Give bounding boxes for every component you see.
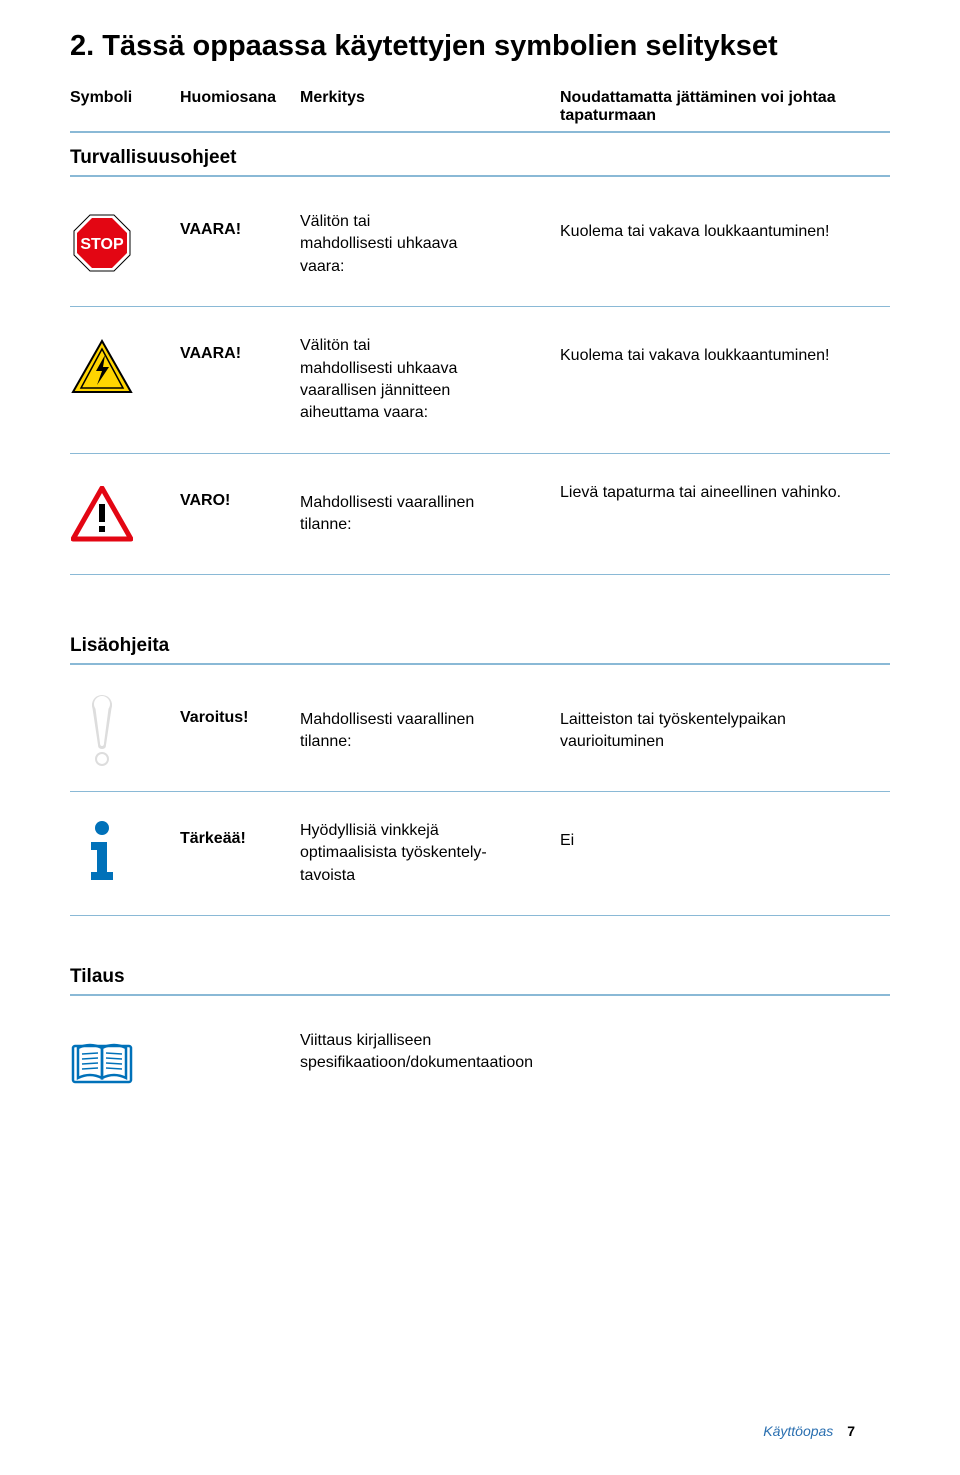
meaning-text: Välitön tai mahdollisesti uhkaava vaaral… [300, 335, 560, 425]
result-text: Kuolema tai vakava loukkaantuminen! [560, 335, 890, 367]
section-ref-title: Tilaus [70, 966, 890, 996]
table-row: Tärkeää! Hyödyllisiä vinkkejä optimaalis… [70, 792, 890, 916]
result-text: Laitteiston tai työskentelypaikan vaurio… [560, 699, 890, 754]
table-row: Viittaus kirjalliseen spesifikaatioon/do… [70, 1002, 890, 1122]
table-header: Symboli Huomiosana Merkitys Noudattamatt… [70, 89, 890, 133]
page-footer: Käyttöopas 7 [763, 1423, 855, 1439]
signal-word: VARO! [180, 482, 300, 510]
symbol-cell [70, 820, 180, 884]
header-result: Noudattamatta jättäminen voi johtaa tapa… [560, 89, 890, 125]
signal-word [180, 1030, 300, 1040]
book-icon [70, 1030, 134, 1094]
meaning-text: Mahdollisesti vaarallinen tilanne: [300, 482, 560, 537]
header-symbol: Symboli [70, 89, 180, 125]
result-text: Kuolema tai vakava loukkaantuminen! [560, 211, 890, 243]
table-row: Varoitus! Mahdollisesti vaarallinen tila… [70, 671, 890, 792]
signal-word: Tärkeää! [180, 820, 300, 848]
stop-sign-icon: STOP [70, 211, 134, 275]
symbol-cell [70, 482, 180, 546]
meaning-text: Välitön tai mahdollisesti uhkaava vaara: [300, 211, 560, 278]
symbol-cell [70, 1030, 180, 1094]
info-icon [70, 820, 134, 884]
page-title: 2. Tässä oppaassa käytettyjen symbolien … [70, 30, 890, 63]
result-text: Lievä tapaturma tai aineellinen vahinko. [560, 482, 890, 504]
meaning-text: Mahdollisesti vaarallinen tilanne: [300, 699, 560, 754]
result-text [560, 1030, 890, 1040]
signal-word: VAARA! [180, 335, 300, 363]
meaning-text: Hyödyllisiä vinkkejä optimaalisista työs… [300, 820, 560, 887]
signal-word: Varoitus! [180, 699, 300, 727]
header-meaning: Merkitys [300, 89, 560, 125]
result-text: Ei [560, 820, 890, 852]
svg-text:STOP: STOP [80, 236, 124, 253]
electrical-hazard-icon [70, 335, 134, 399]
signal-word: VAARA! [180, 211, 300, 239]
meaning-text: Viittaus kirjalliseen spesifikaatioon/do… [300, 1030, 560, 1075]
footer-label: Käyttöopas [763, 1423, 833, 1439]
warning-triangle-icon [70, 482, 134, 546]
table-row: STOP VAARA! Välitön tai mahdollisesti uh… [70, 183, 890, 307]
table-row: VAARA! Välitön tai mahdollisesti uhkaava… [70, 307, 890, 454]
table-row: VARO! Mahdollisesti vaarallinen tilanne:… [70, 454, 890, 575]
symbol-cell [70, 699, 180, 763]
page: 2. Tässä oppaassa käytettyjen symbolien … [0, 0, 960, 1475]
header-word: Huomiosana [180, 89, 300, 125]
symbol-cell: STOP [70, 211, 180, 275]
section-additional-title: Lisäohjeita [70, 635, 890, 665]
footer-page-number: 7 [847, 1423, 855, 1439]
caution-exclamation-icon [70, 699, 134, 763]
section-safety-title: Turvallisuusohjeet [70, 147, 890, 177]
symbol-cell [70, 335, 180, 399]
